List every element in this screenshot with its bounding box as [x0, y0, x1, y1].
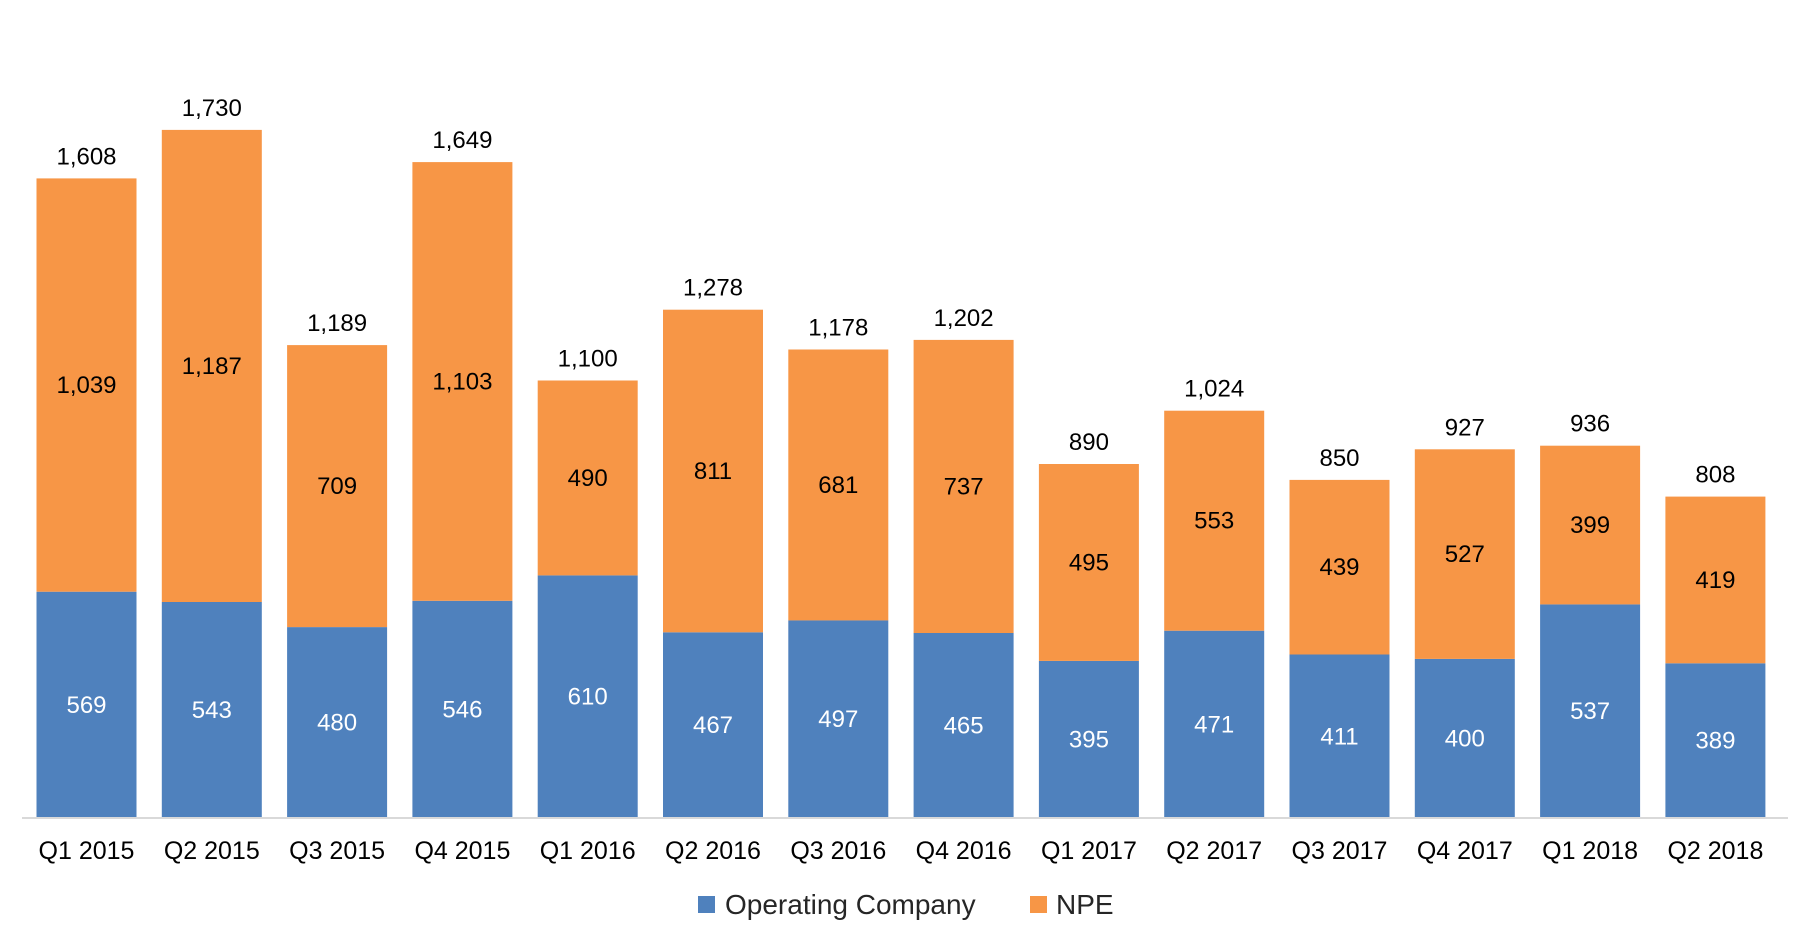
total-label-7: 1,202 — [934, 305, 994, 332]
segment-label-npe-8: 495 — [1069, 549, 1109, 576]
total-label-9: 1,024 — [1184, 376, 1244, 403]
total-label-3: 1,649 — [432, 127, 492, 154]
x-tick-label-0: Q1 2015 — [39, 837, 135, 865]
total-label-5: 1,278 — [683, 275, 743, 302]
x-tick-label-8: Q1 2017 — [1041, 837, 1137, 865]
total-label-10: 850 — [1319, 445, 1359, 472]
total-label-2: 1,189 — [307, 310, 367, 337]
x-tick-label-10: Q3 2017 — [1292, 837, 1388, 865]
segment-label-npe-1: 1,187 — [182, 353, 242, 380]
segment-label-operating-company-5: 467 — [693, 712, 733, 739]
x-tick-label-12: Q1 2018 — [1542, 837, 1638, 865]
segment-label-operating-company-7: 465 — [944, 713, 984, 740]
segment-label-npe-9: 553 — [1194, 508, 1234, 535]
total-label-6: 1,178 — [808, 315, 868, 342]
x-tick-label-3: Q4 2015 — [414, 837, 510, 865]
segment-label-operating-company-9: 471 — [1194, 711, 1234, 738]
total-label-11: 927 — [1445, 414, 1485, 441]
segment-label-operating-company-0: 569 — [66, 692, 106, 719]
segment-label-operating-company-3: 546 — [442, 696, 482, 723]
total-label-8: 890 — [1069, 429, 1109, 456]
segment-label-operating-company-4: 610 — [568, 684, 608, 711]
segment-label-npe-6: 681 — [818, 472, 858, 499]
stacked-bar-chart: 569 1,039 543 1,187 480 709 546 1,103 610 490 467 8… — [0, 0, 1799, 941]
legend: Operating Company NPE — [698, 889, 1114, 920]
x-tick-labels-group: Q1 2015 Q2 2015 Q3 2015 Q4 2015 Q1 2016 Q2 20… — [39, 837, 1764, 865]
segment-label-operating-company-13: 389 — [1695, 728, 1735, 755]
total-label-13: 808 — [1695, 462, 1735, 489]
segment-label-operating-company-1: 543 — [192, 697, 232, 724]
segment-label-operating-company-12: 537 — [1570, 698, 1610, 725]
segment-label-npe-12: 399 — [1570, 512, 1610, 539]
segment-label-npe-5: 811 — [694, 458, 732, 485]
segment-label-operating-company-10: 411 — [1320, 723, 1358, 750]
segment-label-npe-3: 1,103 — [432, 369, 492, 396]
segment-label-npe-11: 527 — [1445, 541, 1485, 568]
segment-label-operating-company-2: 480 — [317, 710, 357, 737]
segment-label-npe-7: 737 — [944, 474, 984, 501]
x-tick-label-11: Q4 2017 — [1417, 837, 1513, 865]
x-tick-label-5: Q2 2016 — [665, 837, 761, 865]
x-tick-label-13: Q2 2018 — [1667, 837, 1763, 865]
segment-label-npe-2: 709 — [317, 473, 357, 500]
x-tick-label-7: Q4 2016 — [916, 837, 1012, 865]
bars-group — [37, 130, 1766, 818]
total-label-0: 1,608 — [56, 143, 116, 170]
x-tick-label-1: Q2 2015 — [164, 837, 260, 865]
x-tick-label-9: Q2 2017 — [1166, 837, 1262, 865]
segment-label-operating-company-6: 497 — [818, 706, 858, 733]
x-tick-label-6: Q3 2016 — [790, 837, 886, 865]
segment-label-operating-company-8: 395 — [1069, 726, 1109, 753]
segment-label-npe-4: 490 — [568, 465, 608, 492]
legend-label-operating-company: Operating Company — [725, 889, 976, 920]
legend-label-npe: NPE — [1056, 889, 1114, 920]
total-label-4: 1,100 — [558, 346, 618, 373]
legend-swatch-operating-company — [698, 896, 715, 913]
x-tick-label-2: Q3 2015 — [289, 837, 385, 865]
total-label-1: 1,730 — [182, 95, 242, 122]
segment-label-operating-company-11: 400 — [1445, 725, 1485, 752]
total-label-12: 936 — [1570, 411, 1610, 438]
segment-label-npe-10: 439 — [1319, 554, 1359, 581]
segment-label-npe-13: 419 — [1695, 567, 1735, 594]
segment-label-npe-0: 1,039 — [56, 372, 116, 399]
x-tick-label-4: Q1 2016 — [540, 837, 636, 865]
legend-swatch-npe — [1030, 896, 1047, 913]
